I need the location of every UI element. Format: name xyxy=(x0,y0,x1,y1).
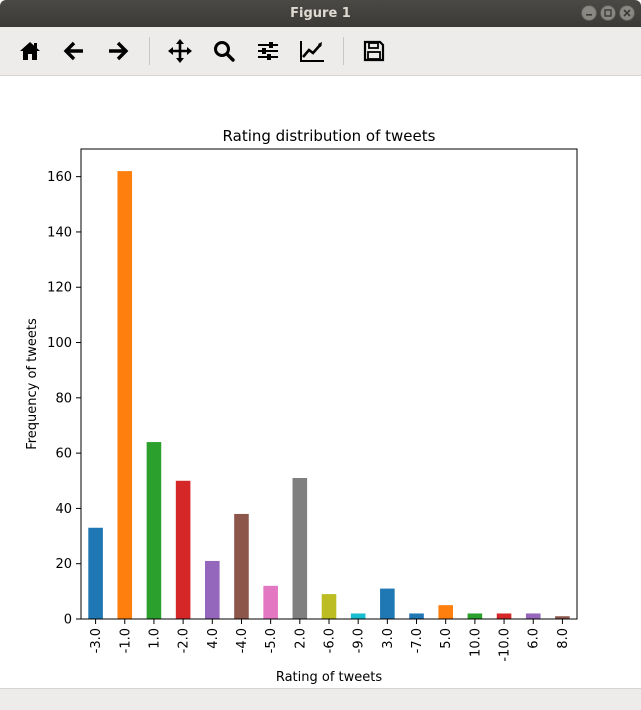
configure-subplots-icon xyxy=(258,42,278,60)
close-icon xyxy=(623,9,631,17)
configure-subplots-button[interactable] xyxy=(253,36,283,66)
save-floppy-icon xyxy=(363,40,385,62)
forward-button[interactable] xyxy=(103,36,133,66)
bar xyxy=(117,171,133,619)
y-tick-label: 160 xyxy=(47,170,72,185)
bar xyxy=(380,588,395,619)
pan-button[interactable] xyxy=(165,36,195,66)
bar xyxy=(146,442,162,619)
x-tick-label: -10.0 xyxy=(498,628,513,662)
x-tick-label: 3.0 xyxy=(381,628,396,649)
bar xyxy=(205,560,220,619)
bar xyxy=(350,613,366,619)
edit-axes-button[interactable] xyxy=(297,36,327,66)
y-tick-label: 80 xyxy=(55,391,72,406)
bar xyxy=(438,605,453,619)
y-axis: 0 20 40 60 80 100 120 140 160 xyxy=(47,170,81,628)
minimize-button[interactable] xyxy=(581,5,597,21)
y-tick-label: 20 xyxy=(55,557,72,572)
bar xyxy=(175,480,191,619)
bar-chart: Rating distribution of tweets 0 20 40 60 80 1… xyxy=(25,127,578,685)
bar xyxy=(263,585,278,619)
y-tick-label: 100 xyxy=(47,336,72,351)
save-button[interactable] xyxy=(359,36,389,66)
minimize-icon xyxy=(586,14,592,16)
bar xyxy=(467,613,483,619)
home-button[interactable] xyxy=(15,36,45,66)
x-tick-label: 2.0 xyxy=(293,628,308,649)
x-tick-label: -2.0 xyxy=(177,628,192,653)
x-tick-label: 1.0 xyxy=(147,628,162,649)
x-tick-label: -7.0 xyxy=(410,628,425,653)
status-bar xyxy=(0,688,641,710)
toolbar-separator xyxy=(149,37,150,65)
window-controls xyxy=(581,5,635,21)
home-icon xyxy=(20,42,40,60)
pan-move-icon xyxy=(168,39,192,63)
bar xyxy=(496,613,512,619)
x-tick-label: -1.0 xyxy=(118,628,133,653)
back-button[interactable] xyxy=(59,36,89,66)
x-tick-label: -4.0 xyxy=(235,628,250,653)
x-tick-label: 5.0 xyxy=(439,628,454,649)
y-tick-label: 120 xyxy=(47,281,72,296)
chart-title: Rating distribution of tweets xyxy=(223,127,436,145)
back-arrow-icon xyxy=(63,41,83,61)
x-axis-label: Rating of tweets xyxy=(276,670,383,685)
bar xyxy=(292,478,308,619)
x-tick-label: 6.0 xyxy=(527,628,542,649)
x-tick-label: -9.0 xyxy=(352,628,367,653)
close-button[interactable] xyxy=(619,5,635,21)
plot-frame xyxy=(80,148,578,620)
bar xyxy=(321,594,337,619)
forward-arrow-icon xyxy=(109,41,129,61)
bar xyxy=(555,616,570,619)
y-tick-label: 140 xyxy=(47,225,72,240)
navigation-toolbar xyxy=(0,27,641,76)
y-tick-label: 40 xyxy=(55,502,72,517)
zoom-button[interactable] xyxy=(209,36,239,66)
bar xyxy=(525,613,541,619)
y-axis-label: Frequency of tweets xyxy=(25,318,40,450)
y-tick-label: 60 xyxy=(55,447,72,462)
toolbar-separator xyxy=(343,37,344,65)
y-tick-label: 0 xyxy=(64,613,72,628)
edit-axes-icon xyxy=(300,41,324,62)
window-titlebar: Figure 1 xyxy=(0,0,641,27)
bar xyxy=(88,527,103,619)
x-tick-label: -6.0 xyxy=(323,628,338,653)
maximize-icon xyxy=(604,9,612,17)
x-tick-label: 8.0 xyxy=(556,628,571,649)
maximize-button[interactable] xyxy=(600,5,616,21)
x-tick-label: 10.0 xyxy=(468,628,483,657)
bars xyxy=(88,171,570,619)
window-title: Figure 1 xyxy=(290,6,351,21)
x-tick-label: -5.0 xyxy=(264,628,279,653)
x-axis: -3.0 -1.0 1.0 -2.0 4.0 -4.0 -5.0 2.0 -6.0 -9.0 3.0… xyxy=(89,619,571,662)
zoom-magnifier-icon xyxy=(214,41,235,62)
figure-canvas[interactable]: Rating distribution of tweets 0 20 40 60 80 1… xyxy=(0,76,641,688)
x-tick-label: 4.0 xyxy=(206,628,221,649)
bar xyxy=(409,613,424,619)
bar xyxy=(234,513,249,619)
x-tick-label: -3.0 xyxy=(89,628,104,653)
